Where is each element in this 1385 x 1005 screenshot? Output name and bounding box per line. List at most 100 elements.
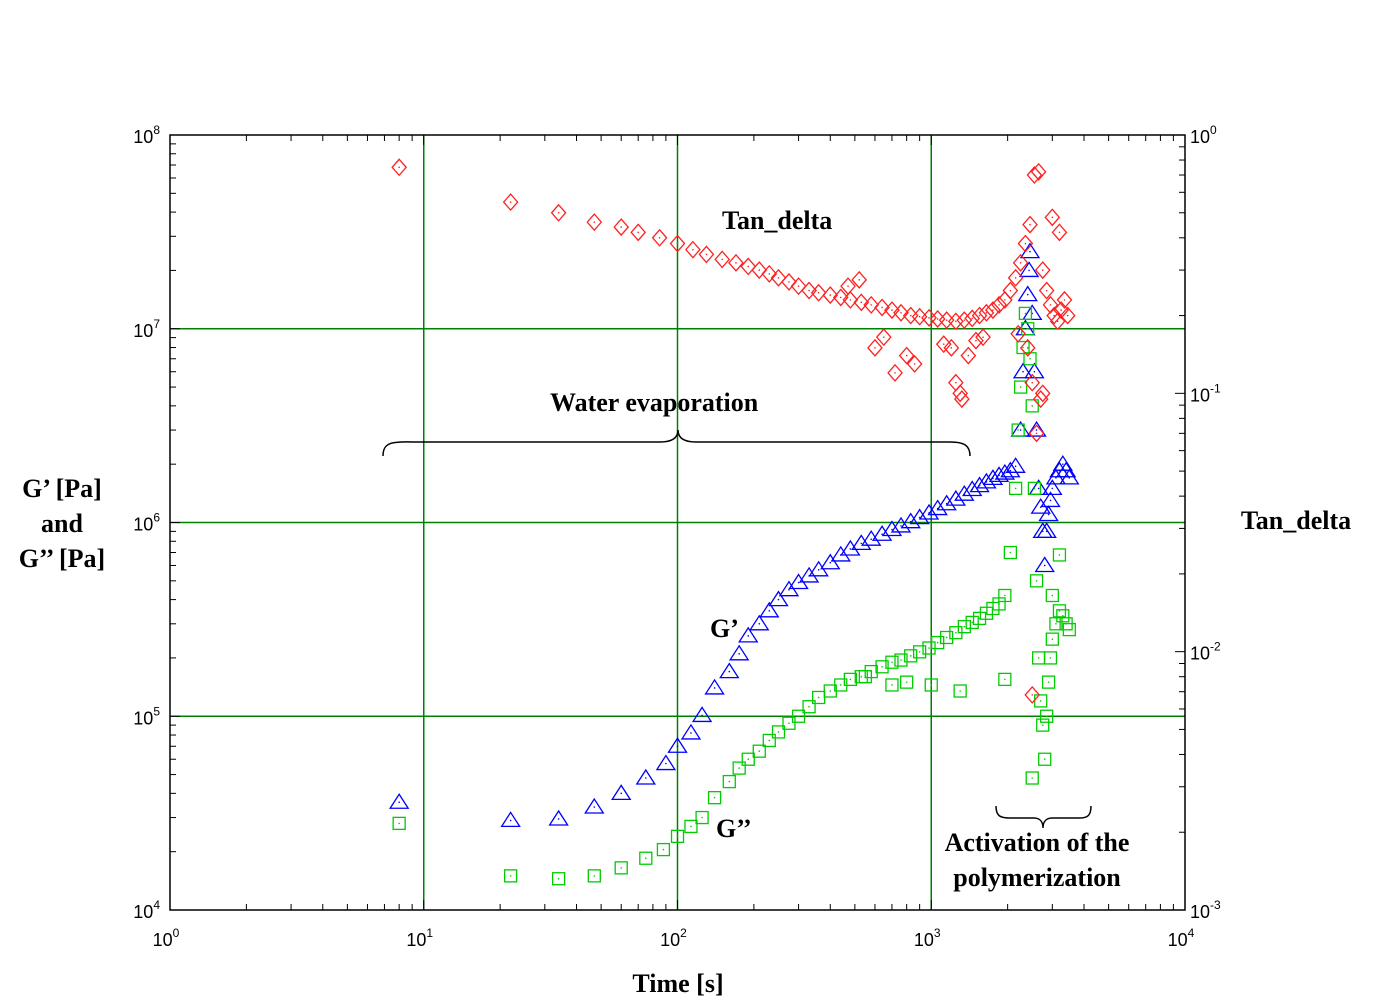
tan-delta-point: [975, 328, 991, 347]
g-double-prime-point: [1052, 604, 1067, 618]
g-prime-point: [749, 614, 770, 631]
point-center-dot: [894, 372, 896, 374]
point-center-dot: [620, 867, 623, 869]
tan-delta-point: [1056, 290, 1073, 309]
point-center-dot: [891, 309, 893, 311]
g-double-prime-point: [1008, 481, 1023, 496]
y-axis-title-line2: and: [41, 509, 83, 538]
grid-lines: [170, 135, 1185, 910]
tan-delta-point: [874, 298, 890, 317]
tan-delta-point: [651, 228, 668, 247]
g-double-prime-point: [1049, 617, 1063, 631]
point-center-dot: [1004, 299, 1006, 301]
tan-delta-point: [613, 218, 630, 237]
point-center-dot: [747, 265, 750, 268]
g-prime-point: [768, 590, 789, 607]
x-tick-label: 102: [660, 926, 687, 950]
g-double-prime-point: [953, 684, 967, 698]
point-center-dot: [829, 561, 832, 564]
point-center-dot: [1026, 327, 1029, 330]
point-center-dot: [909, 655, 912, 657]
tan-delta-point: [978, 303, 995, 322]
point-center-dot: [982, 336, 984, 338]
tan-delta-point: [770, 268, 787, 287]
y2-tick-label: 10-2: [1190, 640, 1221, 664]
tan-delta-point: [875, 328, 892, 347]
point-center-dot: [928, 317, 930, 319]
tan-delta-point: [790, 277, 807, 296]
point-center-dot: [1024, 312, 1027, 315]
g-double-prime-point: [802, 700, 816, 714]
point-center-dot: [1004, 594, 1006, 597]
point-center-dot: [1065, 469, 1067, 472]
g-prime-point: [719, 662, 740, 679]
point-center-dot: [1039, 700, 1042, 702]
g-prime-point: [871, 525, 893, 541]
point-center-dot: [971, 317, 973, 320]
y-tick-label: 105: [133, 704, 160, 728]
point-center-dot: [849, 678, 852, 681]
point-center-dot: [891, 684, 893, 686]
point-center-dot: [1062, 614, 1064, 617]
g-double-prime-point: [998, 672, 1012, 687]
point-center-dot: [788, 588, 790, 591]
g-prime-point: [667, 737, 688, 753]
point-center-dot: [1022, 346, 1024, 349]
tan-delta-point: [698, 245, 715, 264]
point-center-dot: [1017, 333, 1019, 335]
g-double-prime-point: [900, 675, 914, 689]
y-tick-label: 108: [133, 123, 160, 147]
point-center-dot: [398, 801, 400, 804]
y2-axis-title: Tan_delta: [1241, 506, 1351, 535]
g-double-prime-point: [1003, 545, 1018, 560]
point-center-dot: [847, 285, 849, 287]
point-center-dot: [1037, 171, 1040, 173]
series-triangle: [388, 242, 1080, 828]
point-center-dot: [1037, 487, 1040, 490]
tan-delta-point: [751, 261, 768, 280]
g-prime-point: [900, 512, 921, 529]
tan-delta-point: [1034, 384, 1051, 403]
y-tick-label: 107: [133, 317, 160, 341]
g-double-prime-point: [752, 744, 766, 758]
minor-tick-marks: [169, 135, 1185, 911]
tan-delta-point: [714, 250, 731, 269]
point-center-dot: [738, 767, 740, 769]
tan-delta-point: [867, 338, 883, 357]
point-center-dot: [936, 641, 939, 644]
g-prime-point: [1040, 491, 1061, 508]
g-prime-point: [728, 644, 750, 661]
point-center-dot: [705, 253, 708, 256]
point-center-dot: [557, 877, 560, 880]
g-prime-annotation: G’: [710, 614, 739, 643]
g-double-prime-point: [587, 869, 601, 883]
tan-delta-point: [391, 158, 408, 177]
point-center-dot: [509, 875, 512, 877]
tan-delta-point: [822, 286, 839, 305]
tan-delta-point: [1059, 306, 1076, 325]
tan-delta-point: [550, 203, 567, 222]
point-center-dot: [978, 314, 981, 317]
g-prime-point: [927, 499, 948, 516]
activation-annotation-line2: polymerization: [953, 863, 1121, 892]
y-tick-label: 106: [133, 511, 160, 535]
tan-delta-point: [1044, 208, 1061, 227]
point-center-dot: [1051, 216, 1054, 219]
g-double-prime-point: [1052, 548, 1067, 562]
g-double-prime-point: [1062, 622, 1076, 637]
point-center-dot: [860, 301, 863, 304]
y2-tick-label: 100: [1190, 123, 1217, 147]
tan-delta-point: [851, 270, 868, 289]
tan-delta-point: [761, 264, 778, 283]
point-center-dot: [1031, 405, 1034, 407]
g-prime-point: [500, 811, 521, 828]
point-center-dot: [1051, 638, 1054, 640]
tan-delta-point: [1038, 281, 1055, 300]
series-square: [392, 306, 1076, 886]
tan-delta-point: [840, 277, 856, 296]
point-center-dot: [797, 715, 800, 718]
g-prime-point: [1005, 457, 1026, 473]
point-center-dot: [860, 542, 863, 545]
point-center-dot: [692, 248, 694, 251]
g-double-prime-point: [762, 733, 776, 748]
